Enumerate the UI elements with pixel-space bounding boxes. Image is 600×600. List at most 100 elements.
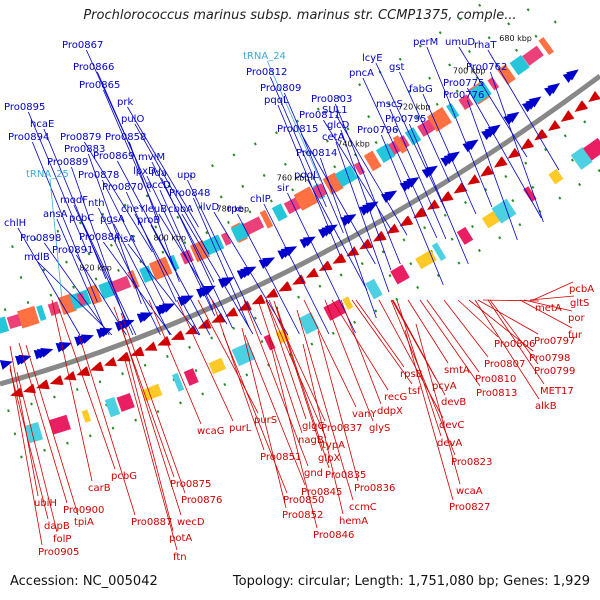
leader-line — [301, 133, 376, 265]
scale-tick-label: 720 kbp — [398, 103, 431, 112]
reverse-gene-arrow — [225, 307, 239, 317]
gene-label-pqql: pqqL — [264, 95, 289, 106]
gene-label-pro0851: Pro0851 — [260, 452, 301, 463]
gene-label-por: por — [568, 313, 585, 324]
forward-gene-arrow — [180, 295, 194, 305]
gene-label-pro0845: Pro0845 — [301, 487, 342, 498]
leader-line — [43, 128, 107, 280]
leader-line — [458, 46, 528, 158]
reverse-gene-arrow — [36, 379, 50, 390]
feature-block — [0, 316, 10, 334]
forward-gene-arrow — [40, 347, 54, 358]
leader-line — [96, 71, 151, 193]
reverse-gene-arrow — [279, 281, 293, 292]
feature-block — [334, 165, 358, 188]
gene-label-chlh: chlH — [4, 218, 26, 229]
feature-block — [509, 55, 530, 76]
leader-line — [375, 62, 448, 214]
leader-line — [197, 299, 259, 414]
leader-line — [404, 329, 454, 501]
reverse-gene-arrow — [414, 207, 427, 218]
gene-label-pro0898: Pro0898 — [20, 233, 61, 244]
leader-line — [49, 178, 63, 301]
gene-label-pro0850: Pro0850 — [283, 495, 324, 506]
leader-line — [265, 299, 307, 420]
gene-label-typa: typA — [322, 440, 345, 451]
reverse-gene-arrow — [23, 383, 36, 394]
leader-line — [120, 312, 186, 494]
leader-line — [244, 334, 306, 486]
reverse-gene-arrow — [521, 138, 535, 150]
leader-line — [51, 299, 93, 482]
gene-label-pqql: pqqL — [294, 170, 319, 181]
leader-line — [474, 299, 540, 400]
leader-line — [113, 223, 171, 336]
gene-label-pro0876: Pro0876 — [181, 495, 222, 506]
gene-label-pro0884: Pro0884 — [79, 232, 120, 243]
leader-line — [466, 99, 518, 241]
feature-block — [116, 392, 135, 412]
feature-block — [491, 198, 517, 224]
gene-label-pro0875: Pro0875 — [170, 479, 211, 490]
gene-label-rhat: rhaT — [474, 40, 497, 51]
leader-line — [362, 77, 438, 239]
gene-label-pro0867: Pro0867 — [62, 40, 103, 51]
leader-line — [87, 153, 142, 305]
leader-line — [134, 213, 201, 336]
gene-label-mscs: mscS — [376, 99, 403, 110]
leader-line — [399, 71, 450, 183]
gene-label-prk: prk — [117, 97, 133, 108]
gene-label-chlp: chlP — [250, 194, 271, 205]
gene-label-devb: devB — [441, 397, 466, 408]
gene-label-cbba: cbbA — [168, 204, 193, 215]
scale-ticks: 680 kbp 700 kbp 720 kbp 740 kbp 760 kbp 780 k… — [79, 34, 532, 273]
leader-line — [176, 299, 234, 422]
gene-label-recg: recG — [384, 392, 407, 403]
leader-line — [257, 299, 303, 434]
gene-label-deva: devA — [437, 438, 462, 449]
gene-label-ansa: ansA — [43, 209, 68, 220]
gene-label-pro0869: Pro0869 — [93, 151, 134, 162]
leader-line — [340, 129, 392, 271]
map-title: Prochlorococcus marinus subsp. marinus s… — [83, 8, 517, 23]
gene-label-pro0803: Pro0803 — [311, 94, 352, 105]
forward-gene-arrow — [465, 139, 479, 151]
scale-tick-label: 680 kbp — [499, 34, 532, 43]
leader-line — [487, 299, 545, 385]
gene-label-gst: gst — [389, 62, 405, 73]
gene-label-meta: metA — [535, 303, 562, 314]
leader-line — [222, 332, 288, 494]
gene-label-met17: MET17 — [540, 386, 574, 397]
leader-line — [181, 213, 254, 335]
forward-gene-arrow — [487, 124, 501, 136]
leader-line — [102, 89, 160, 221]
reverse-gene-arrow — [238, 300, 252, 311]
feature-block — [497, 64, 516, 85]
leader-line — [70, 166, 128, 328]
gene-label-pcbc: pcbC — [69, 213, 94, 224]
gene-label-tsf: tsf — [408, 386, 421, 397]
gene-label-pro0827: Pro0827 — [449, 502, 490, 513]
gene-label-ftn: ftn — [173, 552, 187, 563]
leader-line — [419, 299, 481, 387]
feature-block — [538, 37, 554, 56]
gene-label-prob: proB — [137, 215, 160, 226]
leader-line — [9, 368, 49, 520]
leader-line — [192, 197, 250, 329]
gene-label-glgc: glgC — [302, 421, 324, 432]
leader-line — [16, 371, 58, 533]
feature-block — [323, 299, 347, 321]
leader-line — [37, 261, 113, 336]
leader-line — [319, 157, 377, 319]
gene-label-alkb: alkB — [535, 401, 557, 412]
feature-block — [171, 372, 185, 392]
feature-block — [47, 301, 62, 316]
feature-block — [36, 304, 47, 322]
gene-label-upp: upp — [177, 170, 196, 181]
forward-gene-arrow — [528, 96, 542, 108]
label-leader-lines — [9, 46, 575, 551]
leader-line — [9, 345, 39, 497]
leader-line — [523, 299, 573, 312]
reverse-gene-arrow — [588, 90, 600, 103]
leader-line — [532, 281, 574, 301]
